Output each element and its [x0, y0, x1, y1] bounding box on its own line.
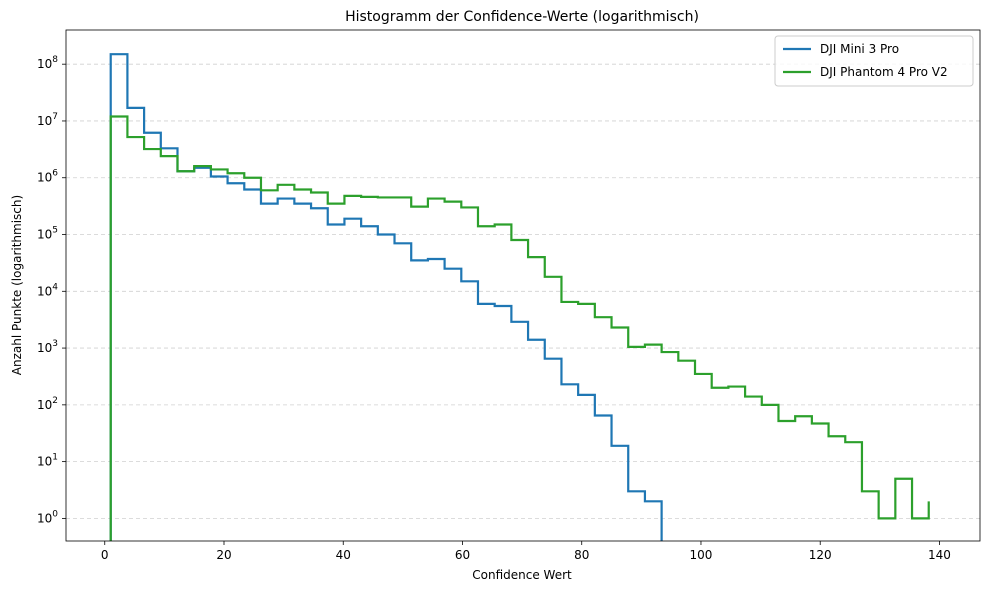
y-tick-base: 10: [37, 398, 52, 412]
y-tick-label: 107: [37, 112, 58, 128]
y-tick-exponent: 1: [52, 453, 58, 463]
y-tick-exponent: 3: [52, 339, 58, 349]
y-tick-base: 10: [37, 284, 52, 298]
y-axis-label: Anzahl Punkte (logarithmisch): [10, 195, 24, 375]
x-tick-label: 40: [336, 548, 351, 562]
x-axis-ticks: 0 20 40 60 80 100 120 140: [101, 541, 951, 562]
y-tick-exponent: 6: [52, 169, 58, 179]
x-tick-label: 140: [928, 548, 951, 562]
series-lines: [109, 53, 930, 541]
y-tick-label: 104: [37, 282, 58, 298]
y-tick-label: 100: [37, 509, 58, 525]
y-tick-label: 101: [37, 453, 58, 469]
legend-box: [774, 35, 974, 87]
y-tick-base: 10: [37, 57, 52, 71]
y-tick-label: 102: [37, 396, 58, 412]
x-axis-label: Confidence Wert: [472, 568, 572, 582]
chart-title: Histogramm der Confidence-Werte (logarit…: [345, 9, 699, 25]
x-tick-label: 60: [455, 548, 470, 562]
series-line-1: [109, 115, 930, 541]
y-tick-exponent: 4: [52, 282, 58, 292]
x-tick-label: 20: [216, 548, 231, 562]
legend-label-phantom-4-pro-v2: DJI Phantom 4 Pro V2: [820, 65, 948, 79]
plot-frame: [65, 29, 981, 542]
y-tick-label: 105: [37, 226, 58, 242]
x-tick-label: 80: [574, 548, 589, 562]
y-tick-exponent: 5: [52, 226, 58, 236]
y-tick-exponent: 2: [52, 396, 58, 406]
x-tick-label: 0: [101, 548, 109, 562]
y-tick-label: 106: [37, 169, 58, 185]
x-tick-label: 120: [809, 548, 832, 562]
y-tick-label: 103: [37, 339, 58, 355]
legend-label-mini-3-pro: DJI Mini 3 Pro: [820, 42, 899, 56]
grid-lines: [66, 63, 980, 519]
y-tick-base: 10: [37, 455, 52, 469]
legend: DJI Mini 3 Pro DJI Phantom 4 Pro V2: [774, 35, 974, 87]
y-tick-exponent: 0: [52, 509, 58, 519]
y-tick-base: 10: [37, 228, 52, 242]
series-line-0: [109, 53, 663, 541]
y-tick-base: 10: [37, 341, 52, 355]
y-tick-label: 108: [37, 55, 58, 71]
y-tick-exponent: 7: [52, 112, 58, 122]
y-tick-base: 10: [37, 171, 52, 185]
x-tick-label: 100: [690, 548, 713, 562]
y-tick-base: 10: [37, 114, 52, 128]
y-tick-base: 10: [37, 511, 52, 525]
y-tick-exponent: 8: [52, 55, 58, 65]
